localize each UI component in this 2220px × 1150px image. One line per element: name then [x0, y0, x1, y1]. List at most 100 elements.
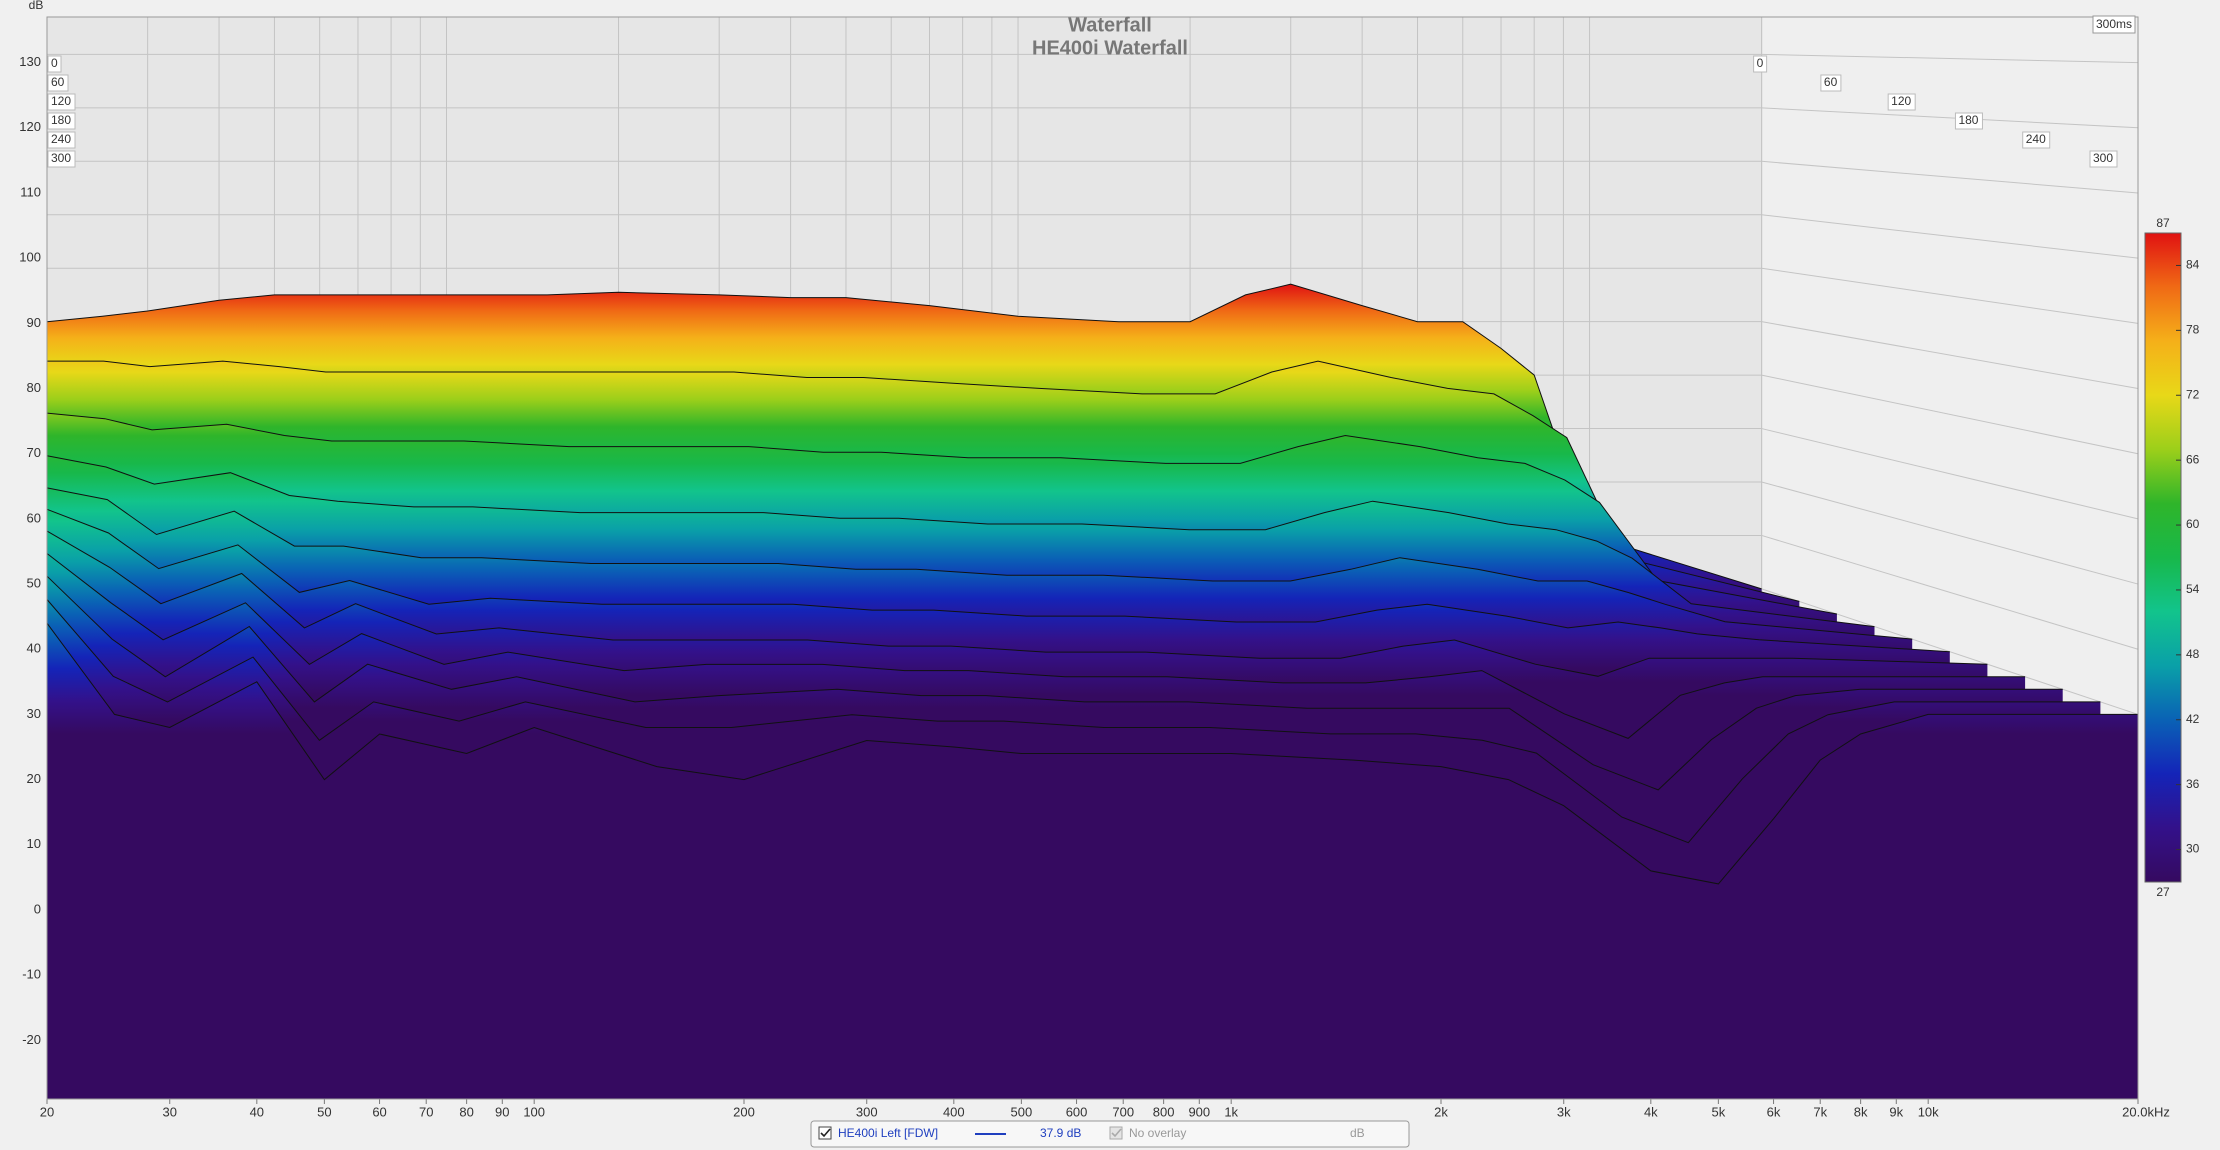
y-tick-label: 120 [19, 119, 41, 134]
colorbar-tick-label: 54 [2186, 582, 2200, 596]
legend-series-name: HE400i Left [FDW] [838, 1126, 938, 1140]
x-tick-label: 300 [856, 1104, 878, 1119]
x-tick-label: 60 [372, 1104, 386, 1119]
side-grid-line [1761, 214, 2139, 259]
x-tick-label: 80 [459, 1104, 473, 1119]
depth-tick-right-box [1753, 55, 1768, 73]
side-grid-line [1761, 588, 2139, 715]
x-tick-label: 400 [943, 1104, 965, 1119]
y-tick-label: 40 [27, 641, 41, 656]
colorbar-tick-label: 84 [2186, 258, 2200, 272]
side-grid-line [1761, 160, 2139, 194]
depth-tick-right-label: 180 [1958, 113, 1978, 127]
overlay-check [1111, 1128, 1122, 1138]
x-tick-label: 100 [523, 1104, 545, 1119]
slice-line [46, 508, 1950, 653]
colorbar-tick-label: 72 [2186, 387, 2200, 401]
colorbar-tick-label: 48 [2186, 647, 2200, 661]
depth-tick-left-label: 240 [51, 132, 71, 146]
y-tick-label: -10 [22, 967, 41, 982]
y-tick-label: 110 [20, 184, 41, 199]
depth-tick-right-box [2089, 150, 2118, 168]
x-tick-label: 600 [1066, 1104, 1088, 1119]
slice-line [46, 553, 2026, 739]
x-tick-label: 700 [1112, 1104, 1134, 1119]
y-tick-label: 20 [27, 771, 41, 786]
depth-tick-left-box [47, 93, 76, 111]
x-tick-label: 900 [1188, 1104, 1210, 1119]
x-tick-label: 200 [733, 1104, 755, 1119]
depth-tick-right-label: 240 [2026, 132, 2046, 146]
colorbar-tick-label: 30 [2186, 842, 2200, 856]
x-tick-label: 90 [495, 1104, 509, 1119]
x-tick-label: 70 [419, 1104, 433, 1119]
chart-title: Waterfall [1068, 14, 1152, 36]
slice-line [46, 599, 2101, 844]
side-grid-line [1761, 267, 2139, 324]
y-tick-label: 10 [27, 836, 41, 851]
depth-tick-right-box [2022, 131, 2051, 149]
y-tick-label: -20 [22, 1032, 41, 1047]
colorbar-min-label: 27 [2156, 885, 2170, 899]
x-tick-label: 10k [1918, 1104, 1939, 1119]
y-tick-label: 90 [27, 315, 41, 330]
depth-tick-left-box [47, 131, 76, 149]
y-tick-label: 60 [27, 510, 41, 525]
side-grid-line [1761, 321, 2139, 390]
side-grid-line [1761, 374, 2139, 455]
x-tick-label: 500 [1011, 1104, 1033, 1119]
legend-checkbox[interactable] [818, 1126, 832, 1140]
side-grid-line [1761, 53, 2139, 64]
colorbar-tick-label: 78 [2186, 323, 2200, 337]
axes: -20 -10 0 10 20 30 40 50 60 70 80 90 100 110 120 130 20 3… [19, 16, 2200, 1119]
depth-tick-right-label: 60 [1824, 75, 1838, 89]
x-tick-label: 40 [250, 1104, 264, 1119]
y-tick-label: 80 [27, 380, 41, 395]
slice-line [47, 360, 1800, 602]
slice-line [46, 530, 1988, 677]
y-tick-label: 0 [34, 901, 41, 916]
x-tick-label: 1k [1224, 1104, 1238, 1119]
depth-tick-left-box [47, 74, 69, 92]
depth-tick-right-box [1820, 74, 1842, 92]
x-tick-label: 800 [1153, 1104, 1175, 1119]
slice-fill [47, 623, 2138, 1099]
x-tick-label: 20 [40, 1104, 54, 1119]
depth-tick-right-label: 300 [2093, 151, 2113, 165]
depth-tick-left-label: 120 [51, 94, 71, 108]
x-tick-label: 2k [1434, 1104, 1448, 1119]
y-axis-label: dB [29, 0, 44, 12]
time-range-box [2092, 15, 2136, 34]
colorbar-tick-label: 66 [2186, 452, 2200, 466]
colorbar [2144, 232, 2182, 883]
x-tick-label: 4k [1644, 1104, 1658, 1119]
x-tick-label: 7k [1813, 1104, 1827, 1119]
side-grid-line [1761, 428, 2139, 520]
slice-line [46, 575, 2063, 791]
x-tick-label: 20.0kHz [2122, 1104, 2170, 1119]
slice-line [46, 283, 1762, 590]
legend-check [820, 1128, 831, 1138]
slice-line [46, 412, 1837, 615]
x-tick-label: 9k [1889, 1104, 1903, 1119]
slice-line [46, 487, 1913, 640]
depth-tick-right-label: 0 [1757, 56, 1764, 70]
colorbar-tick-label: 60 [2186, 517, 2200, 531]
side-grid-line [1761, 534, 2139, 650]
side-grid-line [1761, 107, 2139, 129]
x-tick-label: 3k [1557, 1104, 1571, 1119]
time-range-label: 300ms [2096, 17, 2132, 31]
depth-tick-left-label: 60 [51, 75, 65, 89]
depth-tick-left-box [47, 112, 76, 130]
y-tick-label: 130 [19, 54, 41, 69]
slice-line [46, 622, 2138, 885]
depth-tick-right-box [1954, 112, 1983, 130]
plot-frame [46, 16, 2139, 1100]
legend: HE400i Left [FDW] 37.9 dB No overlay dB [810, 1120, 1410, 1148]
overlay-unit: dB [1350, 1126, 1365, 1140]
overlay-checkbox[interactable] [1109, 1126, 1123, 1140]
y-tick-label: 70 [27, 445, 41, 460]
depth-tick-left-label: 300 [51, 151, 71, 165]
